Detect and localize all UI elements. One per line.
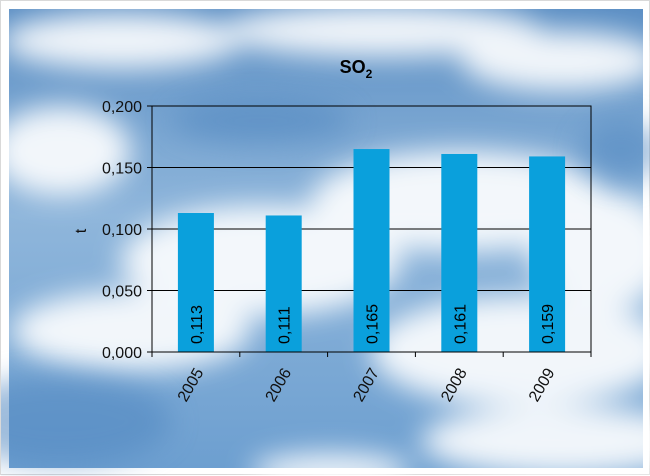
bar [353,149,390,352]
bar [529,156,566,352]
data-label: 0,159 [540,304,557,344]
chart-title-subscript: 2 [366,67,373,81]
y-tick-label: 0,000 [102,345,142,362]
axes [147,105,592,357]
data-label: 0,113 [189,305,206,344]
data-label: 0,165 [365,304,382,344]
y-tick-label: 0,200 [102,99,142,116]
bars [177,149,566,352]
chart-title: SO2 [340,57,373,81]
bar [177,213,214,352]
bar [265,215,302,352]
y-axis-label: t [73,228,90,233]
y-tick-label: 0,150 [102,161,142,178]
bar [441,153,478,352]
y-tick-label: 0,050 [102,284,142,301]
data-label: 0,111 [277,306,294,344]
data-label: 0,161 [452,304,469,344]
chart-title-main: SO [340,57,366,77]
y-tick-label: 0,100 [102,222,142,239]
